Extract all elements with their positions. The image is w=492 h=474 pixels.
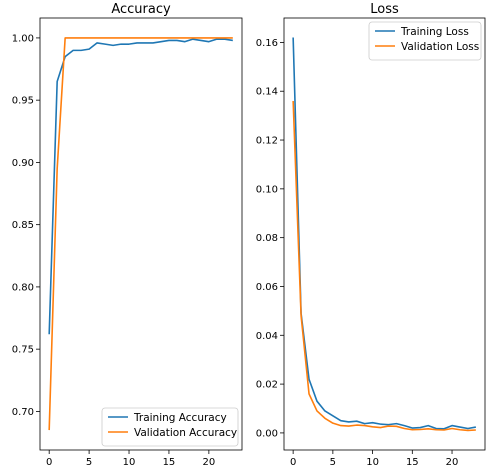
x-tick-label: 0 — [290, 457, 296, 468]
x-tick-label: 20 — [446, 457, 459, 468]
x-tick-label: 0 — [46, 457, 52, 468]
chart-title: Accuracy — [111, 2, 171, 17]
y-tick-label: 0.04 — [256, 331, 278, 342]
x-tick-label: 10 — [123, 457, 136, 468]
legend-label: Validation Loss — [401, 41, 479, 53]
y-tick-label: 0.70 — [12, 407, 34, 418]
series-line-0 — [292, 37, 477, 430]
y-tick-label: 0.75 — [12, 345, 34, 356]
y-tick-label: 0.06 — [256, 282, 278, 293]
x-tick-label: 15 — [163, 457, 176, 468]
legend-label: Training Loss — [400, 26, 469, 38]
y-tick-label: 0.12 — [256, 136, 278, 147]
chart-title: Loss — [370, 2, 399, 17]
x-tick-label: 5 — [330, 457, 336, 468]
y-tick-label: 1.00 — [12, 33, 34, 44]
series-line-1 — [292, 100, 476, 432]
x-tick-label: 20 — [202, 457, 215, 468]
legend-label: Validation Accuracy — [134, 427, 237, 439]
x-tick-label: 15 — [406, 457, 419, 468]
x-tick-label: 10 — [366, 457, 379, 468]
y-tick-label: 0.85 — [12, 220, 34, 231]
y-tick-label: 0.00 — [256, 428, 278, 439]
loss-chart: Loss 0 5 10 15 20 0.00 0.02 0.04 0.06 0.08 0.10 0.12… — [256, 2, 486, 468]
x-tick-label: 5 — [86, 457, 92, 468]
y-tick-label: 0.10 — [256, 184, 278, 195]
accuracy-chart: Accuracy 0 5 10 15 20 0.70 0.75 0.80 0.85 0.90 0.95… — [12, 2, 243, 468]
legend-label: Training Accuracy — [133, 412, 227, 424]
legend-box — [368, 21, 482, 61]
plot-frame — [39, 17, 243, 451]
y-tick-label: 0.80 — [12, 282, 34, 293]
y-tick-label: 0.95 — [12, 96, 34, 107]
y-tick-label: 0.14 — [256, 87, 278, 98]
legend-box — [101, 407, 239, 447]
plot-frame — [283, 17, 486, 451]
y-tick-label: 0.08 — [256, 233, 278, 244]
series-line-1 — [48, 37, 233, 431]
y-tick-label: 0.90 — [12, 158, 34, 169]
y-tick-label: 0.16 — [256, 38, 278, 49]
series-line-0 — [48, 38, 233, 335]
y-tick-label: 0.02 — [256, 380, 278, 391]
